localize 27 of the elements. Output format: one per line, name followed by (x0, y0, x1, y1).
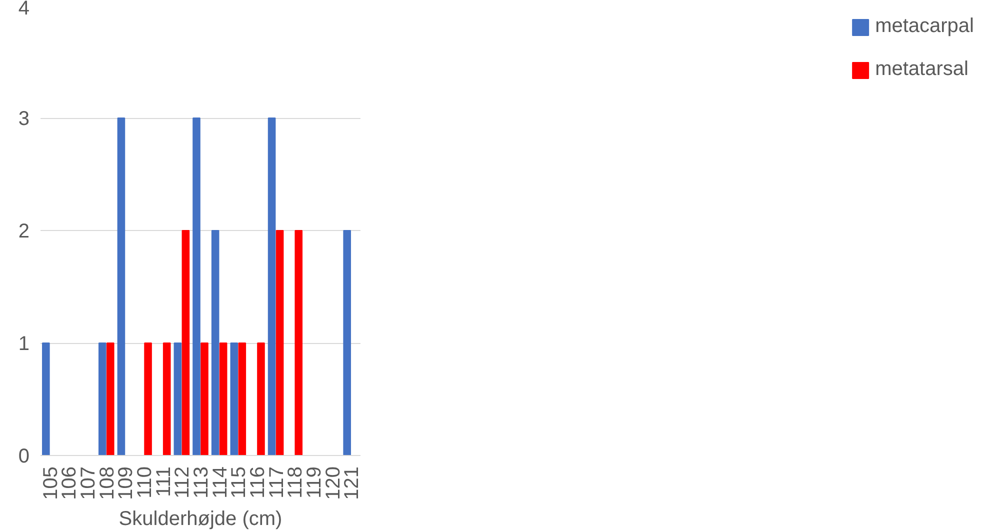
bar (211, 230, 220, 456)
y-tick-label: 3 (18, 108, 30, 130)
bar (200, 342, 208, 456)
legend-label: metatarsal (875, 58, 968, 81)
bar (257, 342, 265, 456)
bar (230, 342, 238, 456)
y-tick-label: 4 (18, 0, 30, 20)
bar (117, 118, 126, 456)
y-tick-label: 0 (18, 446, 30, 468)
y-tick-label: 2 (18, 220, 30, 242)
bar (174, 342, 182, 456)
bar (42, 342, 50, 456)
bar (268, 118, 276, 456)
bar (219, 342, 228, 456)
bar (106, 342, 114, 456)
bar (98, 342, 106, 456)
bar (144, 342, 152, 456)
bar (162, 342, 171, 456)
bar (238, 342, 246, 456)
bar (276, 230, 284, 456)
bar (182, 230, 190, 456)
x-axis-title: Skulderhøjde (cm) (118, 508, 282, 530)
y-tick-label: 1 (18, 333, 30, 355)
bar (343, 230, 351, 456)
legend-label: metacarpal (875, 15, 974, 38)
bar (294, 230, 303, 456)
bar (192, 118, 200, 456)
